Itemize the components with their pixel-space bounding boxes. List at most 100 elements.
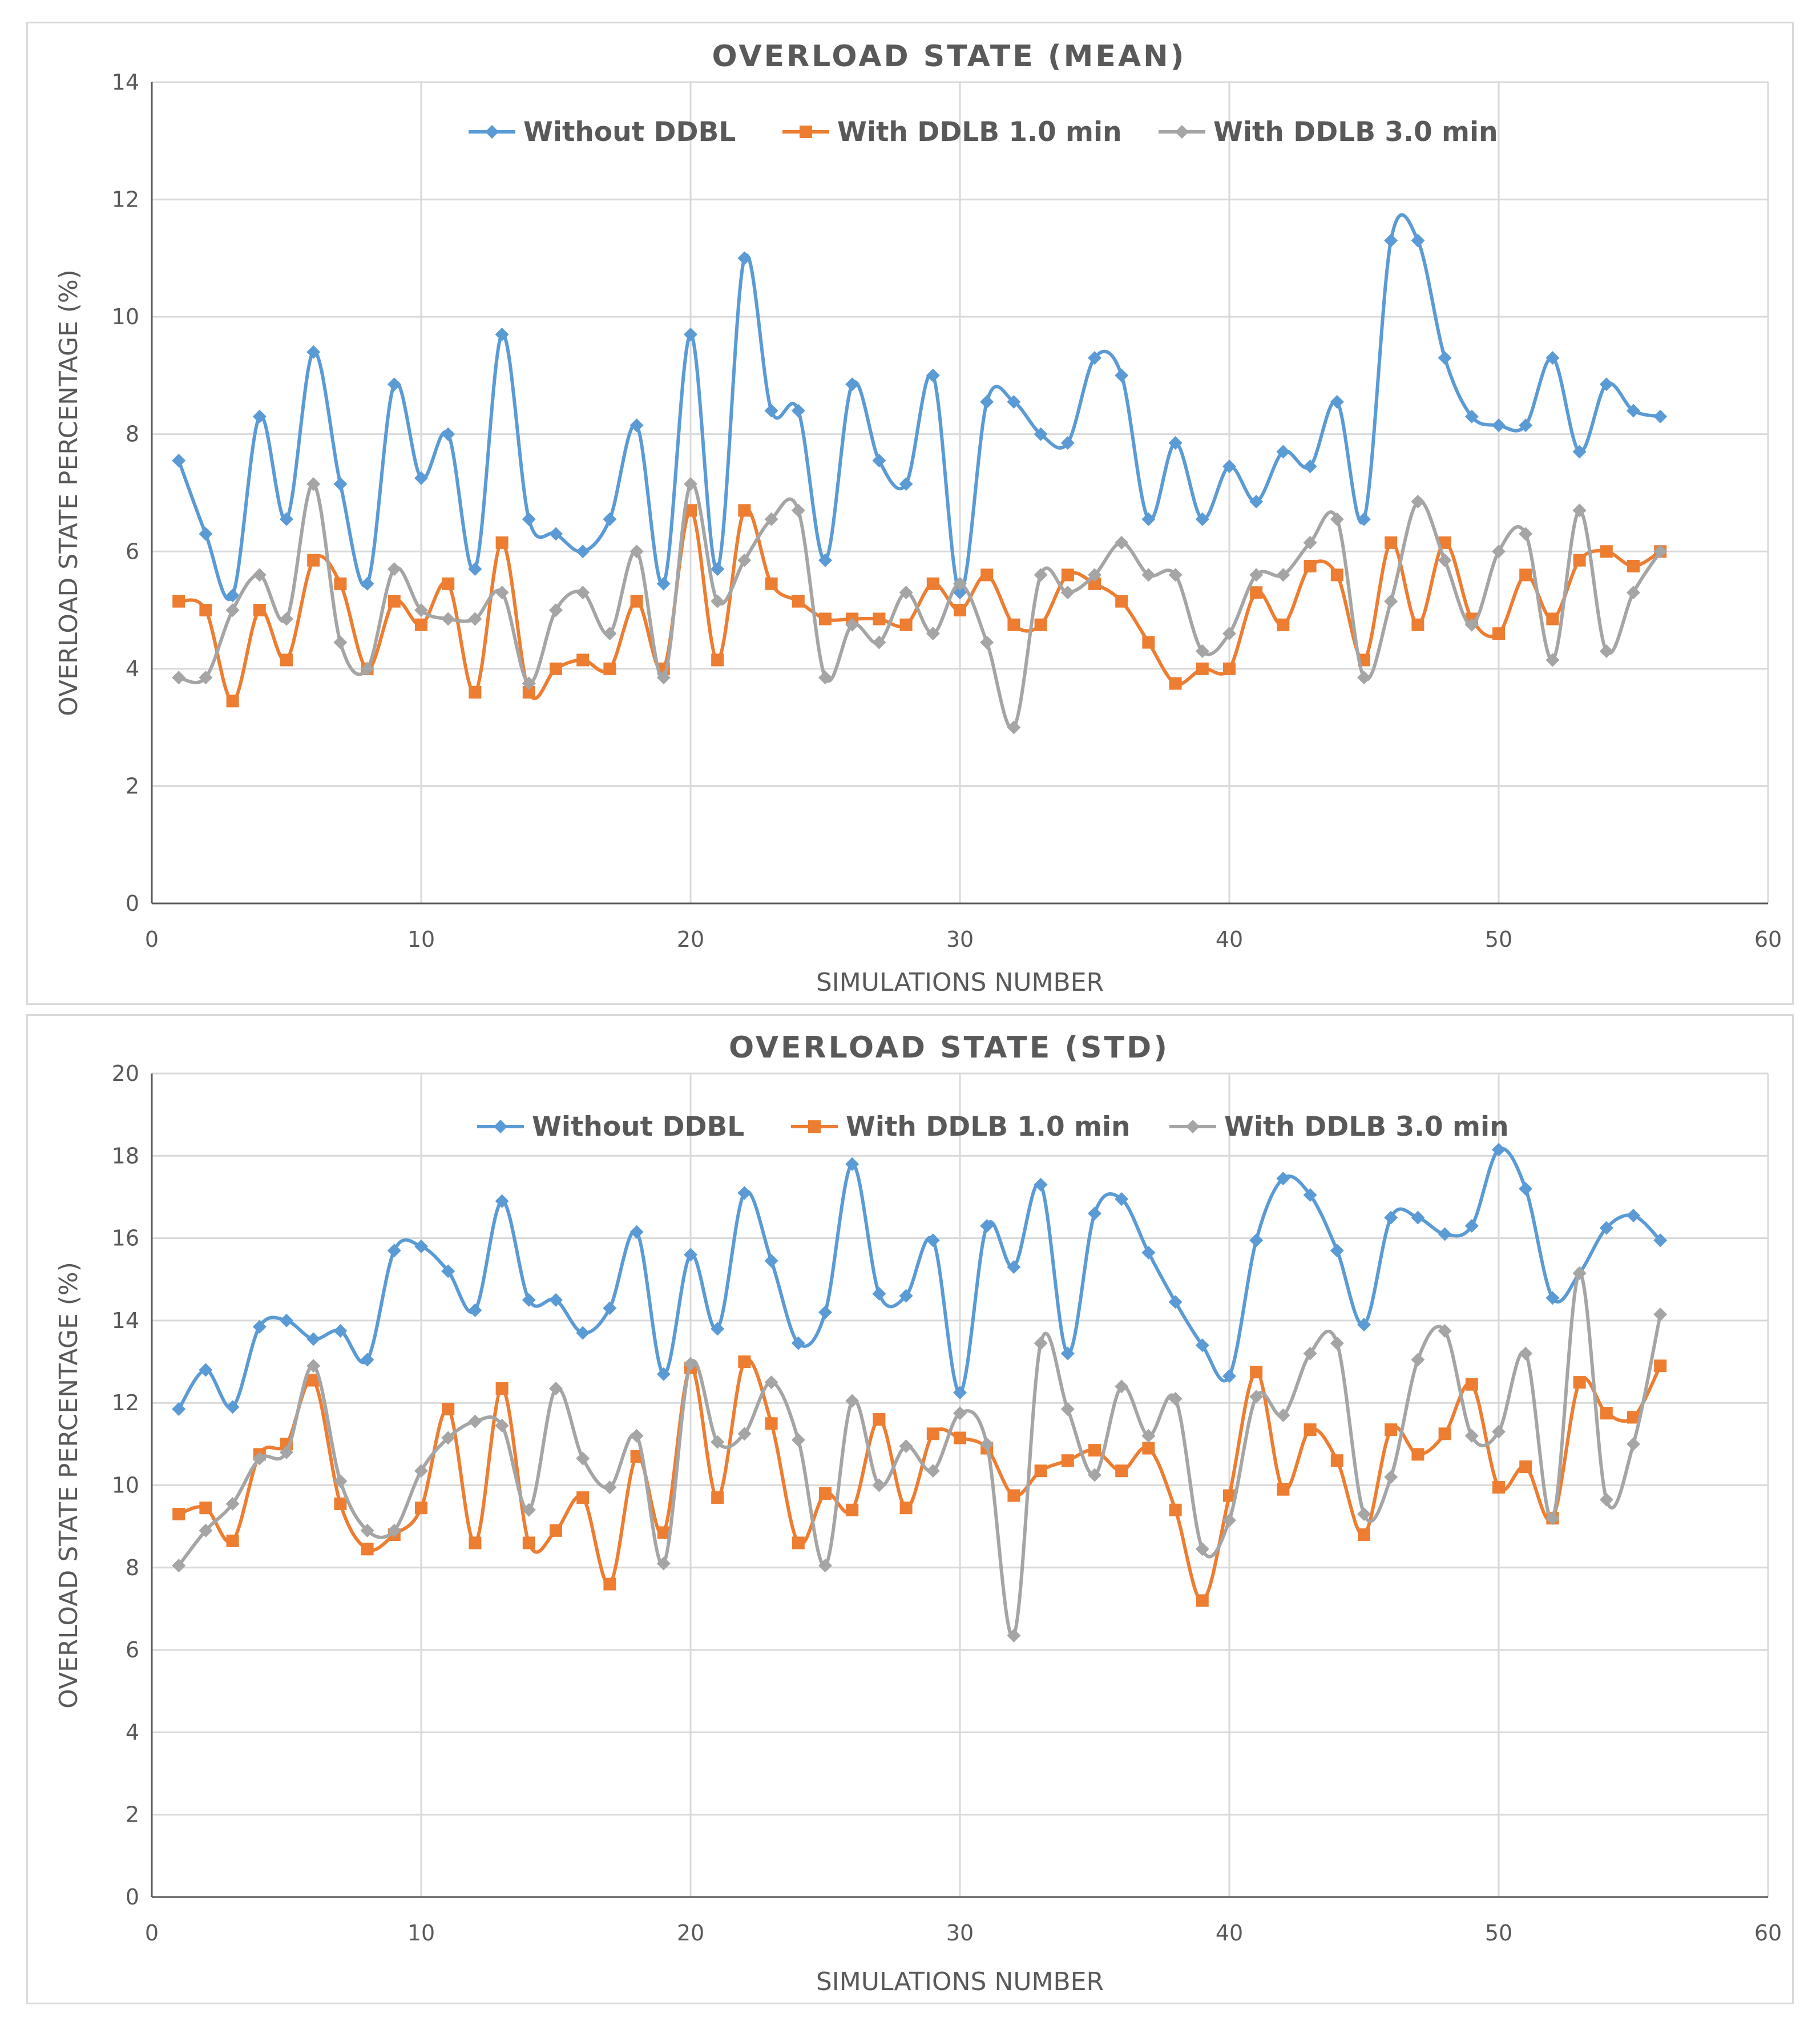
data-point (522, 1293, 536, 1307)
data-point (1600, 545, 1613, 558)
data-point (252, 568, 267, 582)
data-point (469, 685, 482, 699)
data-point (1223, 1489, 1236, 1502)
data-point (199, 1363, 213, 1377)
data-point (468, 1303, 482, 1317)
data-point (1357, 1318, 1371, 1332)
data-point (926, 1427, 939, 1440)
data-point (1411, 1210, 1425, 1225)
y-tick-label: 14 (112, 70, 139, 95)
data-point (1060, 1402, 1075, 1416)
data-point (333, 1474, 348, 1488)
x-tick-label: 10 (407, 1920, 435, 1946)
data-point (791, 403, 805, 418)
data-point (1653, 409, 1668, 423)
data-point (576, 1326, 590, 1340)
data-point (603, 627, 617, 641)
data-point (1545, 1511, 1560, 1525)
legend-item-without-ddbl: Without DDBL (469, 116, 736, 148)
data-point (603, 1301, 617, 1315)
data-point (387, 1244, 401, 1258)
data-point (603, 662, 616, 675)
data-point (1385, 536, 1398, 549)
legend-label: With DDLB 1.0 min (846, 1111, 1131, 1143)
data-point (872, 635, 886, 649)
y-tick-label: 12 (112, 187, 139, 212)
data-point (684, 504, 697, 517)
y-tick-label: 10 (112, 1473, 139, 1498)
data-point (1330, 395, 1344, 409)
x-tick-label: 60 (1754, 927, 1782, 952)
data-point (1304, 1423, 1317, 1436)
y-tick-label: 10 (112, 304, 139, 329)
data-point (1357, 1507, 1371, 1522)
data-point (387, 1523, 401, 1537)
data-point (360, 661, 374, 676)
x-tick-label: 10 (407, 927, 435, 952)
data-point (361, 1543, 374, 1556)
data-point (872, 1287, 886, 1301)
legend-item-with-ddlb-3-0-min: With DDLB 3.0 min (1159, 116, 1498, 148)
data-point (333, 1323, 348, 1338)
data-point (873, 1413, 886, 1426)
data-point (711, 1435, 725, 1449)
data-point (792, 595, 805, 608)
series-with-ddlb-3-0-min (172, 1266, 1668, 1642)
data-point (764, 403, 778, 418)
legend-label: Without DDBL (523, 116, 736, 148)
data-point (1438, 553, 1452, 567)
data-point (280, 612, 293, 626)
data-point (629, 1225, 644, 1239)
data-point (1384, 233, 1398, 248)
data-point (495, 327, 509, 341)
data-point (1384, 1470, 1398, 1484)
data-point (926, 577, 939, 590)
data-point (550, 662, 562, 675)
data-point (1627, 1437, 1640, 1451)
data-point (1277, 618, 1290, 631)
series-line-without-ddbl (177, 213, 1661, 602)
data-point (1168, 436, 1183, 450)
data-point (1492, 544, 1506, 559)
data-point (1115, 1192, 1129, 1206)
y-tick-label: 2 (126, 1802, 139, 1827)
data-point (980, 1437, 994, 1451)
data-point (280, 1445, 293, 1459)
data-point (1223, 662, 1236, 675)
legend-marker (1186, 1120, 1200, 1133)
data-point (442, 577, 455, 590)
data-point (522, 676, 536, 691)
data-point (603, 1577, 616, 1591)
data-point (549, 1293, 563, 1307)
data-point (495, 1418, 509, 1432)
data-point (468, 562, 482, 576)
data-point (576, 653, 590, 667)
data-point (334, 577, 347, 590)
data-point (1007, 720, 1021, 734)
data-point (1088, 351, 1101, 365)
data-point (1627, 586, 1640, 600)
data-point (468, 612, 482, 626)
data-point (899, 618, 913, 631)
legend-marker (808, 1120, 821, 1133)
data-point (1115, 595, 1128, 608)
data-point (1545, 351, 1560, 365)
legend: Without DDBL With DDLB 1.0 min With DDLB 3… (477, 1111, 1509, 1143)
data-point (549, 527, 563, 541)
x-tick-label: 40 (1216, 927, 1243, 952)
data-point (1061, 568, 1074, 582)
data-point (1141, 1245, 1156, 1260)
data-point (1222, 459, 1236, 474)
data-point (738, 504, 751, 517)
data-point (629, 1428, 644, 1443)
data-point (1492, 1481, 1505, 1494)
data-point (469, 1536, 482, 1549)
data-point (387, 562, 401, 576)
data-point (522, 1503, 536, 1517)
y-tick-label: 6 (126, 1637, 139, 1662)
y-tick-label: 0 (126, 1884, 139, 1910)
y-tick-label: 4 (126, 1720, 139, 1745)
data-point (926, 627, 940, 641)
data-point (199, 527, 213, 541)
data-point (1249, 1390, 1264, 1404)
